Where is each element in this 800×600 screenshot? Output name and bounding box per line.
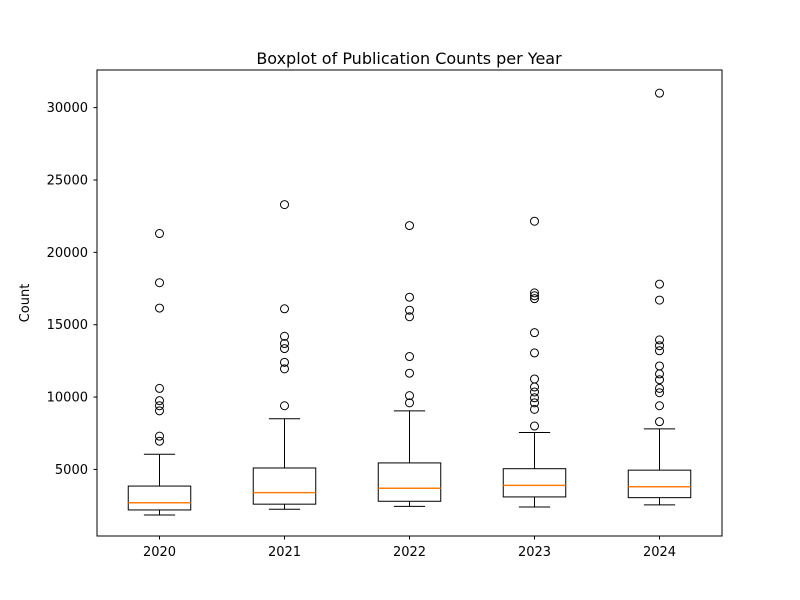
outlier-point — [405, 391, 414, 401]
outlier-point — [280, 304, 289, 314]
box-2021 — [252, 467, 317, 505]
x-tick-label: 2020 — [143, 545, 176, 560]
outlier-point — [655, 361, 664, 371]
y-tick-label: 15000 — [47, 318, 88, 333]
y-tick-label: 30000 — [47, 101, 88, 116]
y-tick-label: 5000 — [55, 463, 88, 478]
outlier-point — [530, 291, 539, 301]
outlier-point — [655, 341, 664, 351]
outlier-point — [155, 401, 164, 411]
box-2020 — [127, 485, 192, 511]
outlier-point — [655, 295, 664, 305]
chart-title: Boxplot of Publication Counts per Year — [256, 49, 562, 68]
plot-area: 5000 10000 15000 20000 25000 30000 2020 2021 202… — [47, 69, 723, 560]
outlier-point — [155, 396, 164, 406]
box-2022 — [377, 462, 442, 502]
outlier-point — [280, 357, 289, 367]
x-tick-label: 2022 — [393, 545, 426, 560]
box-2024 — [627, 469, 692, 499]
outlier-point — [155, 229, 164, 239]
outlier-point — [530, 294, 539, 304]
y-tick-label: 10000 — [47, 391, 88, 406]
outlier-point — [655, 383, 664, 393]
outlier-point — [155, 278, 164, 288]
outlier-point — [280, 339, 289, 349]
outlier-point — [655, 401, 664, 411]
outlier-point — [655, 388, 664, 398]
outlier-point — [280, 344, 289, 354]
outlier-point — [530, 348, 539, 358]
outlier-point — [530, 393, 539, 403]
outlier-point — [530, 288, 539, 298]
outlier-point — [155, 303, 164, 313]
outlier-point — [530, 374, 539, 384]
outlier-point — [655, 346, 664, 356]
outlier-point — [155, 436, 164, 446]
outlier-point — [655, 375, 664, 385]
outlier-point — [655, 335, 664, 345]
axes-frame — [96, 69, 723, 537]
outlier-point — [405, 368, 414, 378]
outlier-point — [280, 331, 289, 341]
y-axis-label: Count — [18, 284, 33, 323]
y-tick-label: 20000 — [47, 246, 88, 261]
outlier-point — [530, 421, 539, 431]
x-tick-label: 2021 — [268, 545, 301, 560]
outlier-point — [530, 216, 539, 226]
x-tick-label: 2023 — [518, 545, 551, 560]
outlier-point — [530, 328, 539, 338]
x-tick-label: 2024 — [643, 545, 676, 560]
outlier-point — [405, 305, 414, 315]
outlier-point — [405, 292, 414, 302]
outlier-point — [655, 369, 664, 379]
outlier-point — [655, 417, 664, 427]
outlier-point — [655, 279, 664, 289]
outlier-point — [530, 404, 539, 414]
outlier-point — [405, 352, 414, 362]
box-2023 — [502, 468, 567, 498]
outlier-point — [155, 406, 164, 416]
outlier-point — [280, 364, 289, 374]
y-tick-label: 25000 — [47, 173, 88, 188]
outlier-point — [155, 383, 164, 393]
outlier-point — [405, 312, 414, 322]
outlier-point — [655, 88, 664, 98]
outlier-point — [530, 398, 539, 408]
outlier-point — [530, 387, 539, 397]
outlier-point — [280, 200, 289, 210]
outlier-point — [530, 382, 539, 392]
outlier-point — [155, 431, 164, 441]
outlier-point — [280, 401, 289, 411]
outlier-point — [405, 398, 414, 408]
outlier-point — [405, 221, 414, 231]
